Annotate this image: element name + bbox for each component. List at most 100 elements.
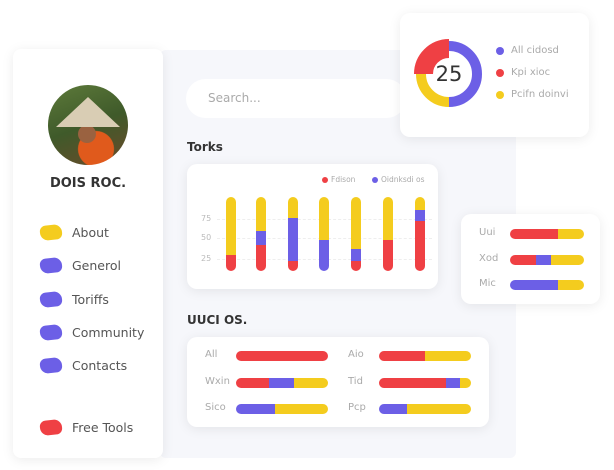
sidebar-item-generol[interactable]: Generol [39,255,121,275]
toriffs-icon [39,290,63,308]
bar-segment-purple [351,248,361,261]
sidebar-item-label: Toriffs [72,291,109,307]
bar-segment-yellow [383,197,393,240]
bar-segment-red [510,229,559,239]
bar-segment-yellow [351,197,361,249]
bar-segment-purple [269,377,294,388]
sidebar-item-label: Generol [72,257,121,273]
stacked-bar [383,197,393,271]
avatar-face [78,125,96,143]
bar-segment-red [236,351,328,361]
legend-dot [496,46,504,55]
about-icon [39,223,63,241]
stacked-bar [319,197,329,271]
bar-segment-yellow [293,377,328,388]
bar-segment-yellow [558,229,584,239]
bar-segment-purple [415,209,425,221]
bar-segment-red [256,245,266,271]
legend-label: Fdison [331,175,356,184]
bar-segment-red [226,254,236,271]
contacts-icon [39,356,63,374]
sidebar-item-label: Free Tools [72,419,134,435]
bar-segment-red [236,377,270,388]
legend-item: Oidnksdi os [372,175,424,184]
stacked-hbar [379,351,471,361]
sidebar-item-toriffs[interactable]: Toriffs [39,289,109,309]
bar-segment-red [415,220,425,271]
donut-value: 25 [435,62,463,86]
legend-item: Fdison [322,175,355,184]
stacked-bar [288,197,298,271]
bar-segment-yellow [274,404,328,414]
stacked-bar [415,197,425,271]
sidebar-item-contacts[interactable]: Contacts [39,355,127,375]
donut-legend-item: All cidosd [496,45,559,56]
user-name: DOIS ROC. [49,176,127,191]
bar-segment-yellow [406,404,471,414]
legend-dot [496,68,504,77]
bar-label: Uui [479,227,496,238]
bar-label: Pcp [348,402,366,413]
bar-segment-purple [319,239,329,271]
y-tick: 75 [201,214,212,223]
bar-label: Xod [479,252,499,264]
bar-segment-red [379,377,447,388]
bar-segment-yellow [226,197,236,255]
stacked-hbar [379,377,471,388]
donut-card: 25 All cidosd Kpi xioc Pcifn doinvi [400,13,589,137]
bar-segment-red [510,254,536,265]
bar-segment-yellow [288,197,298,219]
bar-segment-purple [288,218,298,261]
legend-dot [496,90,504,99]
legend-label: Oidnksdi os [381,175,425,184]
legend-label: All cidosd [511,45,559,56]
sidebar-item-label: About [72,224,109,240]
bar-segment-yellow [319,197,329,240]
y-tick: 25 [201,254,212,263]
y-tick: 50 [201,233,212,242]
stacked-hbar [510,280,584,290]
donut-chart [414,39,482,107]
stacked-hbar [236,377,328,388]
stacked-hbar [379,404,471,414]
bar-segment-yellow [256,197,266,232]
donut-segment-purple [448,41,482,107]
stacked-hbar [510,254,584,265]
torks-title: Torks [187,140,223,154]
side-bars-card: Uui Xod Mic [461,214,600,304]
search-input[interactable]: Search... [186,79,406,118]
free-tools-icon [39,418,63,436]
donut-segment-red [414,39,450,75]
stacked-bar [256,197,266,271]
uuci-title: UUCI OS. [187,313,248,327]
stacked-bar [351,197,361,271]
bar-segment-yellow [558,280,584,290]
sidebar-item-about[interactable]: About [39,222,109,242]
bar-segment-purple [256,231,266,246]
bar-segment-red [379,351,425,361]
avatar [48,85,128,165]
sidebar-item-community[interactable]: Community [39,322,145,342]
bar-label: Mic [479,278,496,289]
bar-segment-yellow [459,377,471,388]
bar-segment-purple [236,404,275,414]
legend-label: Pcifn doinvi [511,89,569,100]
community-icon [39,323,63,341]
bar-segment-red [383,239,393,271]
sidebar-item-label: Community [72,324,145,340]
legend-label: Kpi xioc [511,67,551,78]
bar-segment-purple [446,377,460,388]
donut-legend-item: Pcifn doinvi [496,89,569,100]
generol-icon [39,256,63,274]
sidebar-item-free-tools[interactable]: Free Tools [39,417,134,437]
bar-segment-red [351,260,361,271]
stacked-bar [226,197,236,271]
legend-dot [322,176,328,183]
bar-segment-purple [535,254,551,265]
bar-segment-yellow [425,351,471,361]
bar-label: Aio [348,349,364,360]
donut-segment-yellow [416,73,450,107]
bar-segment-purple [510,280,559,290]
bar-label: Wxin [205,375,230,387]
donut-legend-item: Kpi xioc [496,67,550,78]
